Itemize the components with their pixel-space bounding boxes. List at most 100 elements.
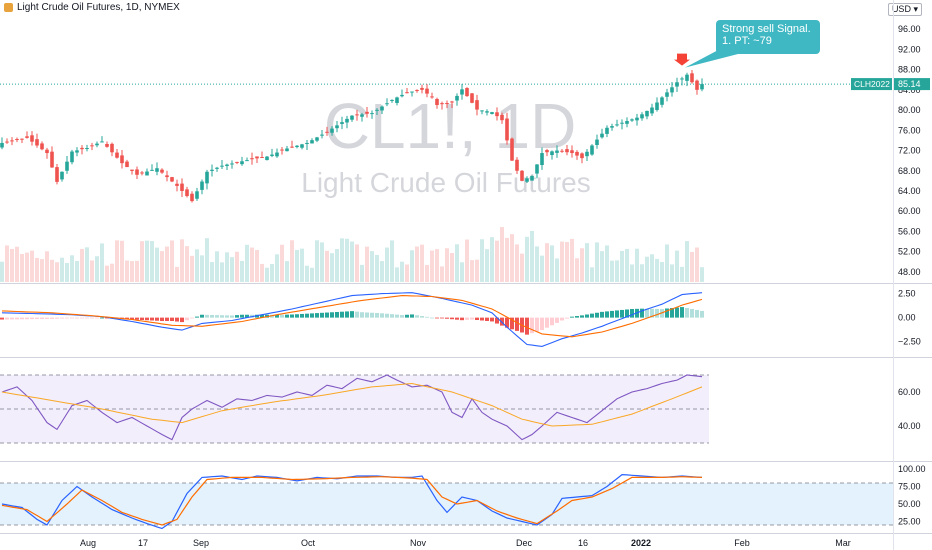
candle-body — [265, 156, 269, 161]
macd-histogram-bar — [475, 317, 479, 321]
currency-button[interactable]: USD ▾ — [887, 3, 922, 16]
last-price-tag-label: 85.14 — [898, 79, 921, 89]
macd-histogram-bar — [5, 317, 9, 320]
time-axis-label: Nov — [410, 538, 427, 548]
macd-histogram-bar — [435, 317, 439, 319]
macd-histogram-bar — [195, 316, 199, 318]
volume-bar — [225, 252, 229, 282]
candle-body — [585, 151, 589, 157]
volume-bar — [355, 244, 359, 282]
volume-bar — [375, 254, 379, 282]
volume-bar — [35, 257, 39, 282]
macd-histogram-bar — [365, 312, 369, 318]
macd-histogram-bar — [395, 314, 399, 318]
candle-body — [615, 124, 619, 126]
volume-bar — [45, 251, 49, 282]
contract-tag-label: CLH2022 — [854, 79, 890, 89]
volume-bar — [370, 251, 374, 282]
volume-bar — [10, 248, 14, 282]
macd-histogram-bar — [405, 314, 409, 318]
macd-histogram-bar — [340, 311, 344, 318]
candle-body — [215, 167, 219, 169]
macd-histogram-bar — [100, 317, 104, 319]
volume-bar — [275, 254, 279, 282]
volume-bar — [570, 238, 574, 282]
macd-histogram-bar — [670, 308, 674, 318]
macd-histogram-bar — [590, 313, 594, 318]
volume-bar — [430, 250, 434, 282]
stoch-d-line — [1, 476, 703, 526]
volume-bar — [610, 260, 614, 282]
candle-body — [435, 98, 439, 106]
macd-histogram-bar — [455, 317, 459, 320]
volume-bar — [50, 259, 54, 282]
candle-body — [580, 153, 584, 159]
candle-body — [425, 88, 429, 94]
volume-bar — [170, 240, 174, 282]
candle-body — [10, 140, 14, 142]
volume-bar — [515, 244, 519, 282]
candle-body — [15, 138, 19, 140]
candle-body — [90, 145, 94, 147]
macd-histogram-bar — [225, 315, 229, 318]
volume-bar — [300, 248, 304, 282]
volume-bar — [20, 253, 24, 282]
watermark-ticker: CL1!, 1D — [324, 90, 577, 162]
volume-bar — [495, 240, 499, 282]
macd-histogram-bar — [460, 317, 464, 321]
macd-histogram-bar — [595, 312, 599, 318]
candle-body — [165, 175, 169, 178]
macd-histogram-bar — [75, 317, 79, 319]
volume-bar — [650, 254, 654, 282]
macd-histogram-bar — [510, 317, 514, 330]
candle-body — [650, 107, 654, 114]
volume-bar — [305, 265, 309, 282]
symbol-logo-icon — [4, 2, 13, 12]
stoch-band — [0, 483, 893, 525]
macd-histogram-bar — [425, 316, 429, 318]
time-axis-label: Feb — [734, 538, 750, 548]
macd-histogram-bar — [330, 312, 334, 318]
volume-bar — [175, 266, 179, 282]
candle-body — [235, 161, 239, 163]
volume-bar — [285, 261, 289, 282]
candle-body — [315, 137, 319, 141]
macd-histogram-bar — [495, 317, 499, 324]
candle-body — [685, 74, 689, 81]
volume-bar — [200, 255, 204, 282]
macd-histogram-bar — [450, 317, 454, 320]
axis-tick-label: 80.00 — [898, 105, 921, 115]
candle-body — [545, 150, 549, 153]
volume-bar — [5, 245, 9, 282]
candle-body — [570, 150, 574, 154]
candle-body — [550, 151, 554, 156]
volume-bar — [415, 246, 419, 282]
macd-histogram-bar — [290, 314, 294, 318]
macd-histogram-bar — [540, 317, 544, 331]
volume-bar — [80, 248, 84, 282]
candle-body — [30, 135, 34, 142]
candle-body — [495, 112, 499, 117]
macd-histogram-bar — [0, 317, 4, 320]
axis-tick-label: 56.00 — [898, 226, 921, 236]
candle-body — [135, 169, 139, 175]
candle-body — [125, 161, 129, 168]
candle-body — [55, 167, 59, 182]
signal-callout[interactable]: Strong sell Signal. 1. PT: ~79 — [716, 20, 820, 54]
axis-tick-label: 72.00 — [898, 146, 921, 156]
candle-body — [600, 133, 604, 138]
macd-histogram-bar — [145, 317, 149, 321]
macd-histogram-bar — [150, 317, 154, 321]
volume-bar — [535, 246, 539, 282]
candle-body — [415, 90, 419, 92]
macd-histogram-bar — [30, 317, 34, 320]
volume-bar — [145, 240, 149, 282]
volume-bar — [655, 258, 659, 282]
macd-histogram-bar — [645, 308, 649, 318]
candle-body — [590, 145, 594, 155]
volume-bar — [335, 249, 339, 282]
macd-histogram-bar — [320, 312, 324, 318]
volume-bar — [405, 264, 409, 282]
volume-bar — [505, 237, 509, 282]
